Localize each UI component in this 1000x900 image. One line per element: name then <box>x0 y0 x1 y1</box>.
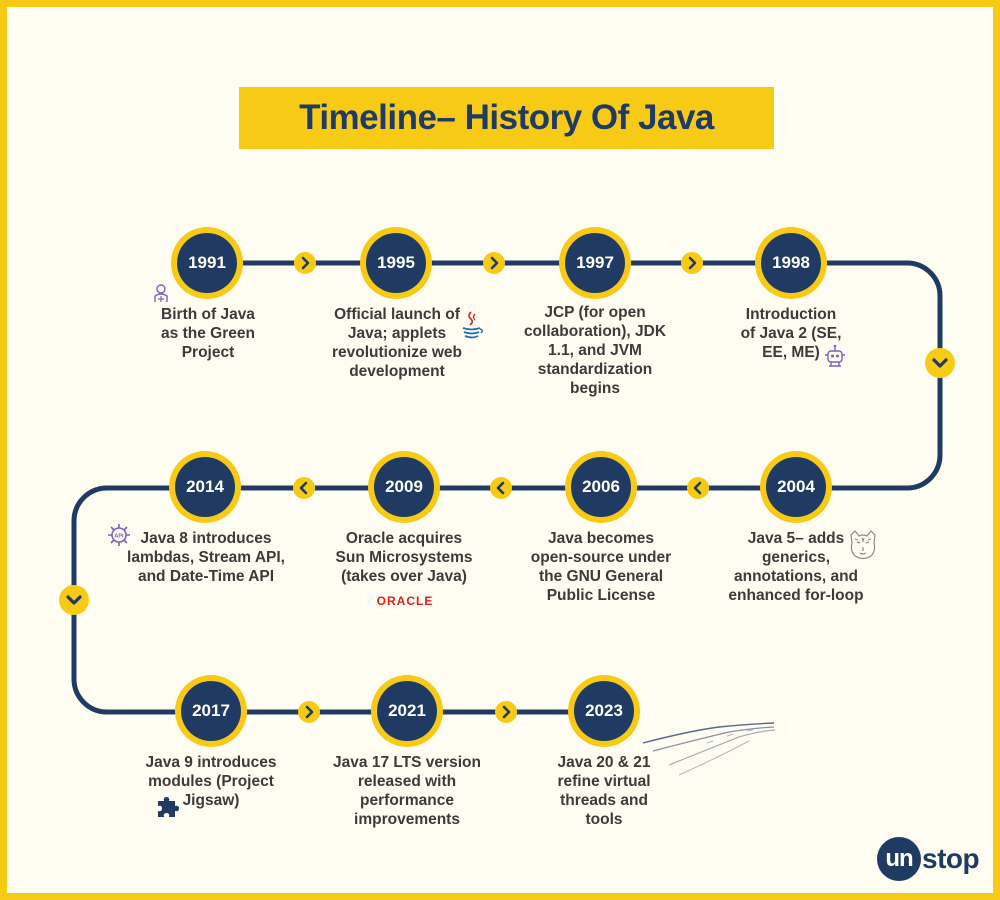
chevron-right-icon <box>298 701 320 723</box>
java-cup-icon <box>462 311 484 339</box>
year-node-1995: 1995 <box>360 227 432 299</box>
year-label: 2021 <box>377 681 437 741</box>
chevron-down-icon <box>925 348 955 378</box>
year-node-2009: 2009 <box>368 451 440 523</box>
speed-lines-icon <box>642 722 776 776</box>
api-gear-icon: API <box>108 524 130 546</box>
year-node-2023: 2023 <box>568 675 640 747</box>
milestone-description-1991: Birth of Java as the Green Project <box>161 306 255 361</box>
year-label: 1997 <box>565 233 625 293</box>
year-node-2021: 2021 <box>371 675 443 747</box>
year-label: 1998 <box>761 233 821 293</box>
year-node-2017: 2017 <box>175 675 247 747</box>
brand-rest: stop <box>922 843 980 874</box>
chevron-right-icon <box>681 252 703 274</box>
chevron-left-icon <box>490 477 512 499</box>
robot-icon <box>825 344 845 367</box>
year-node-2004: 2004 <box>760 451 832 523</box>
year-label: 2009 <box>374 457 434 517</box>
milestone-description-2004: Java 5– adds generics, annotations, and enh… <box>728 530 864 604</box>
chevron-left-icon <box>687 477 709 499</box>
puzzle-piece-icon <box>158 797 179 817</box>
page-title: Timeline– History Of Java <box>299 98 714 137</box>
milestone-description-2023: Java 20 & 21 refine virtual threads and too… <box>557 754 651 828</box>
milestone-description-1995: Official launch of Java; applets revolutio… <box>331 306 463 380</box>
year-label: 2017 <box>181 681 241 741</box>
unstop-logo: un stop <box>877 837 980 881</box>
year-node-1991: 1991 <box>171 227 243 299</box>
year-label: 1995 <box>366 233 426 293</box>
year-node-2014: 2014 <box>169 451 241 523</box>
year-label: 2004 <box>766 457 826 517</box>
year-node-2006: 2006 <box>565 451 637 523</box>
title-banner: Timeline– History Of Java <box>239 87 774 149</box>
year-label: 2006 <box>571 457 631 517</box>
milestone-description-1997: JCP (for open collaboration), JDK 1.1, and… <box>523 304 667 397</box>
milestone-description-2017: Java 9 introduces modules (Project Jigsaw) <box>145 754 277 809</box>
milestone-description-1998: Introduction of Java 2 (SE, EE, ME) <box>740 306 842 361</box>
chevron-right-icon <box>294 252 316 274</box>
milestone-description-2014: Java 8 introduces lambdas, Stream API, and… <box>127 530 285 585</box>
chevron-down-icon <box>59 585 89 615</box>
green-project-icon <box>154 284 168 302</box>
milestone-description-2009: Oracle acquires Sun Microsystems (takes ov… <box>335 530 473 585</box>
oracle-logo: ORACLE <box>376 594 434 608</box>
milestone-description-2006: Java becomes open-source under the GNU Gen… <box>530 530 672 604</box>
year-label: 2014 <box>175 457 235 517</box>
chevron-left-icon <box>293 477 315 499</box>
year-label: 1991 <box>177 233 237 293</box>
year-label: 2023 <box>574 681 634 741</box>
year-node-1997: 1997 <box>559 227 631 299</box>
svg-text:API: API <box>114 534 124 540</box>
brand-un: un <box>877 837 921 881</box>
milestone-description-2021: Java 17 LTS version released with performa… <box>333 754 481 828</box>
year-node-1998: 1998 <box>755 227 827 299</box>
tiger-icon <box>850 530 876 560</box>
chevron-right-icon <box>495 701 517 723</box>
chevron-right-icon <box>483 252 505 274</box>
